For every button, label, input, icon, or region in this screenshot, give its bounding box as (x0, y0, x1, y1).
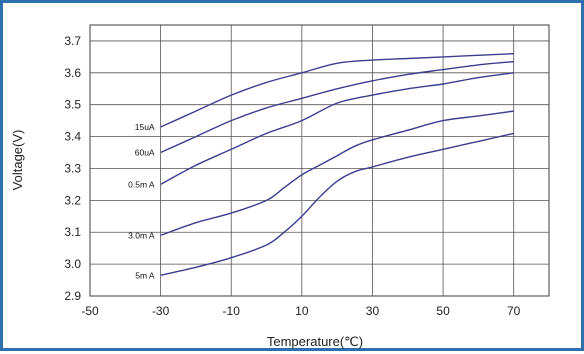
x-tick-label: 30 (366, 304, 380, 318)
series-lines (160, 53, 514, 276)
x-tick-label: -50 (81, 304, 99, 318)
x-tick-labels: -50 -30 -10 10 30 50 70 (81, 304, 520, 318)
series-line (160, 110, 514, 237)
series-line (160, 72, 514, 186)
grid (90, 25, 549, 296)
x-tick-label: -30 (152, 304, 170, 318)
y-tick-label: 3.6 (64, 66, 81, 80)
y-axis-label: Voltage(V) (10, 130, 25, 191)
y-tick-label: 3.1 (64, 225, 81, 239)
series-label: 60uA (135, 148, 155, 158)
y-tick-label: 2.9 (64, 289, 81, 303)
voltage-temperature-chart: -50 -30 -10 10 30 50 70 2.9 3.0 3.1 3.2 3.3 3.4 3.5 3… (10, 24, 550, 349)
plot-area (89, 24, 550, 297)
series-label: 0.5m A (128, 179, 155, 189)
series-line (160, 132, 514, 276)
series-labels: 15uA 60uA 0.5m A 3.0m A 5m A (128, 122, 155, 280)
x-tick-label: -10 (223, 304, 241, 318)
y-tick-label: 3.5 (64, 98, 81, 112)
series-label: 3.0m A (128, 230, 155, 240)
series-label: 15uA (135, 122, 155, 132)
x-tick-label: 70 (507, 304, 521, 318)
y-tick-label: 3.2 (64, 193, 81, 207)
y-tick-label: 3.7 (64, 34, 81, 48)
y-tick-label: 3.3 (64, 161, 81, 175)
x-tick-label: 10 (295, 304, 309, 318)
series-line (160, 53, 514, 128)
y-tick-label: 3.4 (64, 130, 81, 144)
x-axis-label: Temperature(℃) (267, 334, 363, 349)
y-tick-label: 3.0 (64, 257, 81, 271)
series-line (160, 61, 514, 154)
y-tick-labels: 2.9 3.0 3.1 3.2 3.3 3.4 3.5 3.6 3.7 (64, 34, 81, 303)
x-tick-label: 50 (436, 304, 450, 318)
series-label: 5m A (135, 270, 155, 280)
